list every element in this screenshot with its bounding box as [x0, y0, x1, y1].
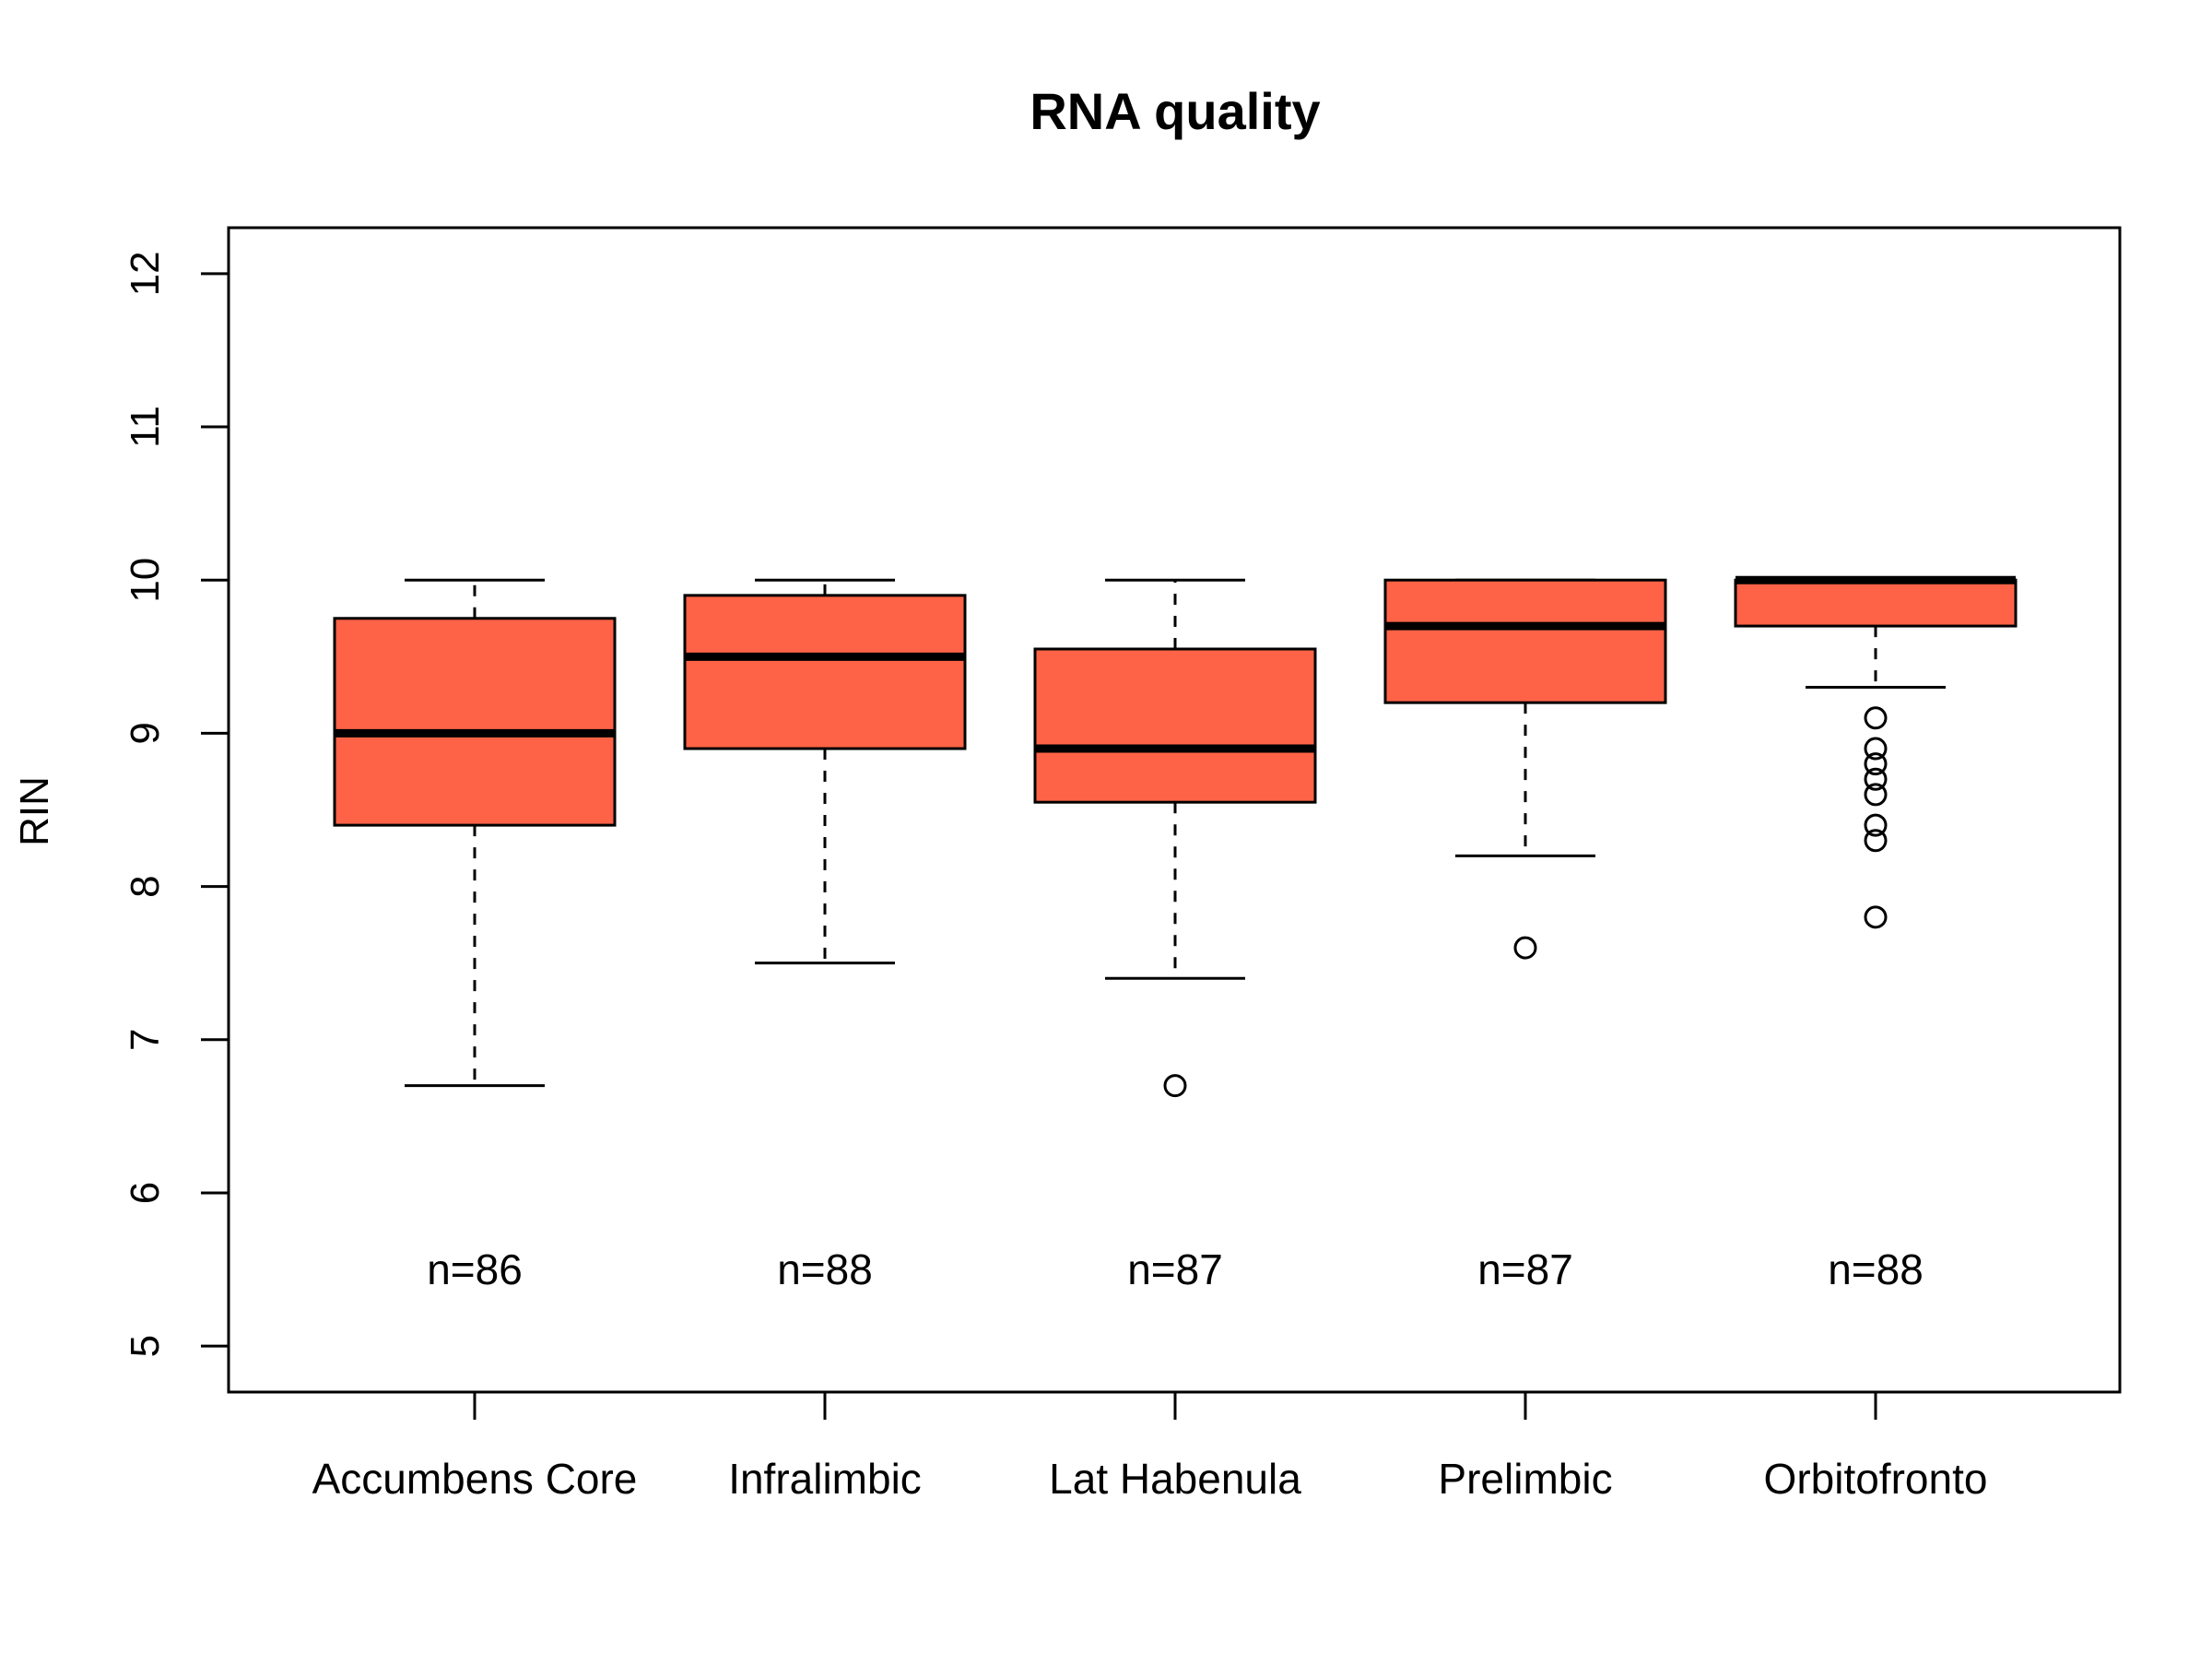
n-label: n=88: [777, 1245, 873, 1293]
n-label: n=86: [427, 1245, 523, 1293]
outlier-point: [1864, 813, 1888, 837]
n-label: n=88: [1828, 1245, 1924, 1293]
box-iqr: [1033, 647, 1317, 804]
y-tick-label: 6: [123, 1182, 168, 1204]
y-tick-label: 10: [123, 558, 168, 603]
plot-frame: [227, 226, 2122, 1394]
outlier-point: [1864, 706, 1888, 730]
outlier-point: [1163, 1074, 1187, 1098]
box-iqr: [1383, 578, 1667, 704]
y-tick-label: 8: [123, 875, 168, 897]
outlier-point: [1864, 737, 1888, 761]
box-group: [1383, 578, 1667, 960]
x-tick-label: Infralimbic: [728, 1455, 922, 1503]
outlier-point: [1864, 752, 1888, 776]
n-label: n=87: [1127, 1245, 1223, 1293]
boxes-group: [333, 575, 2018, 1098]
y-tick-label: 9: [123, 722, 168, 744]
y-axis-label: RIN: [12, 776, 57, 846]
box-group: [1734, 575, 2018, 929]
x-tick-label: Lat Habenula: [1049, 1455, 1301, 1503]
box-iqr: [333, 617, 617, 827]
box-iqr: [683, 594, 967, 750]
outlier-point: [1864, 905, 1888, 929]
chart-title: RNA quality: [1030, 82, 1320, 140]
y-tick-label: 7: [123, 1029, 168, 1051]
x-tick-label: Orbitofronto: [1764, 1455, 1988, 1503]
box-group: [333, 578, 617, 1088]
n-label: n=87: [1477, 1245, 1573, 1293]
x-axis: Accumbens Core Infralimbic Lat Habenula Pre…: [312, 1392, 1988, 1503]
x-tick-label: Accumbens Core: [312, 1455, 638, 1503]
x-tick-label: Prelimbic: [1438, 1455, 1612, 1503]
y-tick-label: 12: [123, 251, 168, 296]
y-axis: 5 6 7 8 9 10 11 12: [123, 251, 229, 1357]
y-tick-label: 11: [123, 406, 168, 448]
outlier-point: [1864, 783, 1888, 807]
box-group: [683, 578, 967, 965]
y-tick-label: 5: [123, 1335, 168, 1357]
outlier-point: [1864, 829, 1888, 853]
outlier-point: [1864, 767, 1888, 791]
outlier-point: [1513, 936, 1537, 960]
n-labels-group: n=86 n=88 n=87 n=87 n=88: [427, 1245, 1924, 1293]
box-iqr: [1734, 578, 2018, 628]
box-group: [1033, 578, 1317, 1098]
